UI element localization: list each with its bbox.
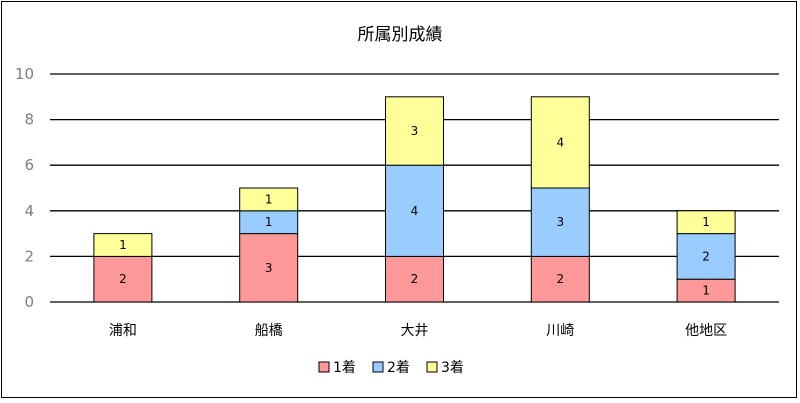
bar-segment — [239, 187, 299, 212]
bar-segment — [530, 96, 590, 189]
x-tick-label: 大井 — [401, 323, 429, 339]
bar-segment — [385, 255, 444, 303]
bar-segment — [93, 255, 153, 303]
data-label: 2 — [702, 249, 710, 263]
legend-label: 1着 — [333, 360, 356, 376]
y-tick-label: 10 — [15, 65, 34, 83]
legend-swatch — [372, 361, 384, 373]
bar-segment — [93, 233, 153, 257]
data-label: 3 — [411, 124, 419, 138]
data-label: 1 — [265, 192, 273, 206]
data-label: 3 — [556, 215, 564, 229]
data-label: 2 — [119, 272, 127, 286]
data-label: 1 — [702, 215, 710, 229]
bar-segment — [239, 233, 299, 303]
data-label: 4 — [411, 204, 419, 218]
y-tick-label: 8 — [24, 111, 34, 129]
bar-segment — [530, 255, 590, 303]
data-label: 2 — [556, 272, 564, 286]
data-label: 1 — [119, 238, 127, 252]
bars: 2 1 3 1 1 2 4 3 2 3 4 1 2 1 — [93, 96, 736, 303]
bar-segment — [385, 96, 444, 166]
chart-title: 所属別成績 — [358, 25, 443, 45]
y-tick-label: 0 — [24, 293, 34, 311]
data-label: 1 — [265, 215, 273, 229]
y-tick-label: 2 — [24, 247, 34, 265]
bar-segment — [676, 233, 736, 280]
bar-segment — [385, 164, 444, 257]
data-label: 1 — [702, 284, 710, 298]
x-tick-label: 船橋 — [255, 323, 283, 339]
data-label: 3 — [265, 261, 273, 275]
y-tick-label: 4 — [24, 202, 34, 220]
bar-segment — [676, 210, 736, 235]
x-axis-ticks: 浦和 船橋 大井 川崎 他地区 — [109, 323, 727, 339]
y-axis-ticks: 0 2 4 6 8 10 — [15, 65, 34, 311]
legend-swatch — [426, 361, 438, 373]
legend-label: 3着 — [441, 360, 464, 376]
x-tick-label: 他地区 — [685, 323, 727, 339]
y-tick-label: 6 — [24, 156, 34, 174]
legend-swatch — [318, 361, 330, 373]
data-label: 2 — [411, 272, 419, 286]
legend-label: 2着 — [387, 360, 410, 376]
x-tick-label: 浦和 — [109, 323, 137, 339]
legend: 1着 2着 3着 — [318, 360, 464, 376]
data-label: 4 — [556, 135, 564, 149]
x-tick-label: 川崎 — [546, 323, 574, 339]
